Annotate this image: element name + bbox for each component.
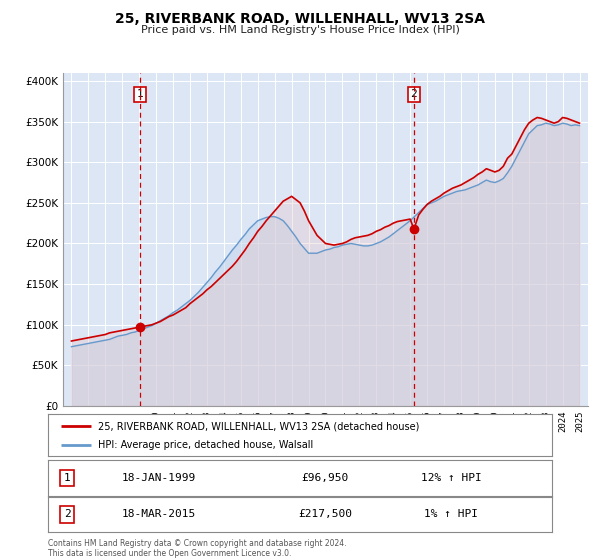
Text: 18-MAR-2015: 18-MAR-2015 [122,510,196,519]
Text: HPI: Average price, detached house, Walsall: HPI: Average price, detached house, Wals… [98,441,314,450]
Text: Price paid vs. HM Land Registry's House Price Index (HPI): Price paid vs. HM Land Registry's House … [140,25,460,35]
Text: 2: 2 [410,90,417,100]
Text: 1% ↑ HPI: 1% ↑ HPI [424,510,478,519]
Text: 25, RIVERBANK ROAD, WILLENHALL, WV13 2SA: 25, RIVERBANK ROAD, WILLENHALL, WV13 2SA [115,12,485,26]
Text: 2: 2 [64,510,71,519]
Text: £96,950: £96,950 [302,473,349,483]
Text: This data is licensed under the Open Government Licence v3.0.: This data is licensed under the Open Gov… [48,549,292,558]
Text: 12% ↑ HPI: 12% ↑ HPI [421,473,482,483]
Text: 1: 1 [64,473,71,483]
Text: 1: 1 [137,90,143,100]
Text: £217,500: £217,500 [298,510,352,519]
Text: 18-JAN-1999: 18-JAN-1999 [122,473,196,483]
Text: Contains HM Land Registry data © Crown copyright and database right 2024.: Contains HM Land Registry data © Crown c… [48,539,347,548]
Text: 25, RIVERBANK ROAD, WILLENHALL, WV13 2SA (detached house): 25, RIVERBANK ROAD, WILLENHALL, WV13 2SA… [98,421,420,431]
